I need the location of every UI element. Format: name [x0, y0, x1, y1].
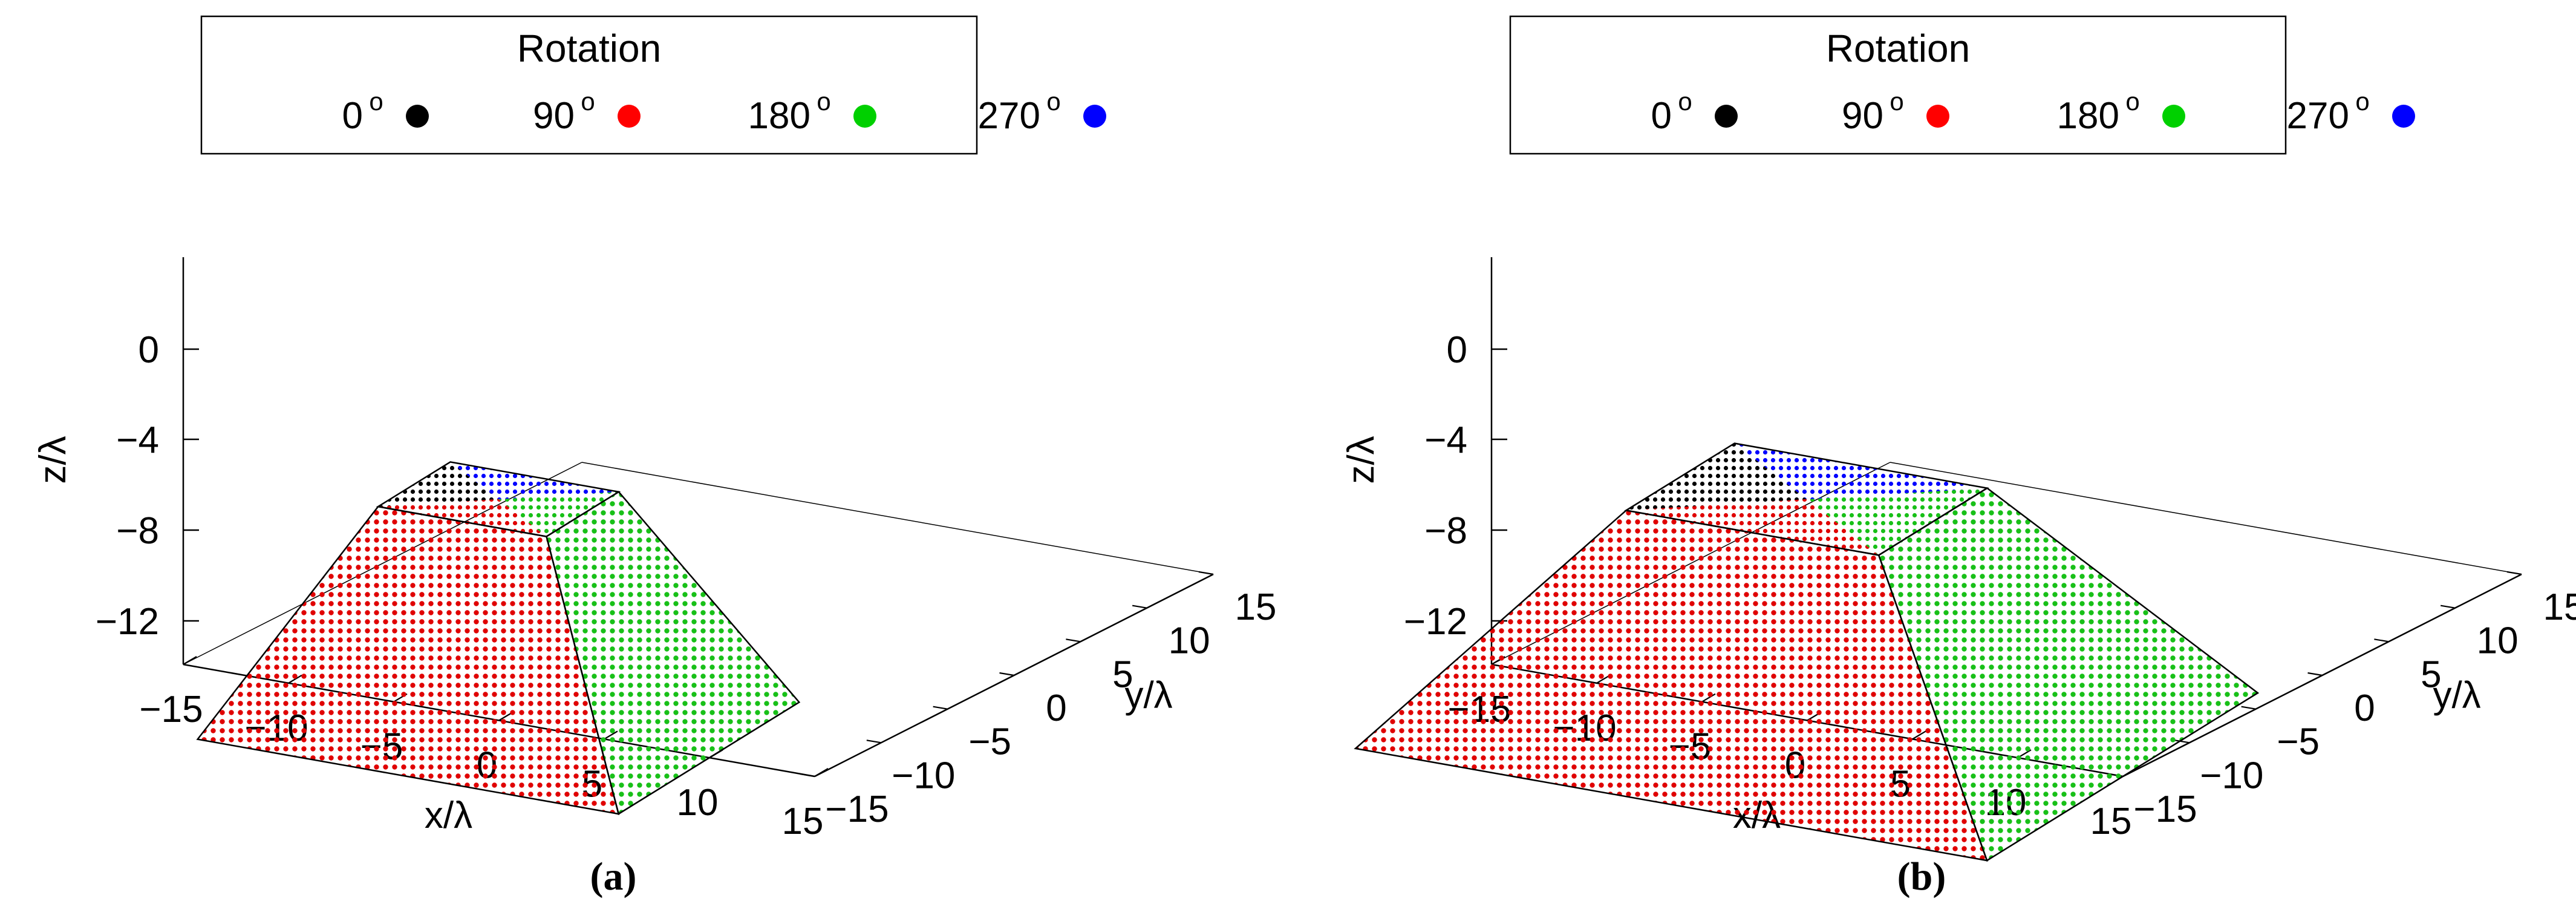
y-tick-label: 15	[2543, 586, 2576, 628]
y-tick	[800, 773, 815, 778]
panel-caption: (a)	[590, 854, 637, 899]
frustum	[1354, 442, 2260, 862]
legend-marker-0	[406, 105, 429, 128]
y-tick	[999, 672, 1014, 677]
x-axis-label: x/λ	[425, 795, 472, 836]
top-face-90deg	[378, 499, 547, 537]
top-face-outline	[376, 461, 621, 537]
z-axis-label: z/λ	[1340, 436, 1382, 484]
legend-label-sup: o	[817, 87, 830, 116]
panel-b: Rotation0o90o180o270o0−4−8−12z/λ−15−10−5…	[1340, 15, 2576, 899]
top-face-270deg	[450, 462, 619, 499]
legend-marker-270	[1083, 105, 1106, 128]
legend-label-sup: o	[1890, 87, 1903, 116]
z-tick-label: −4	[1424, 419, 1467, 461]
panel-a: Rotation0o90o180o270o0−4−8−12z/λ−15−10−5…	[32, 15, 1277, 899]
legend-marker-180	[2162, 105, 2185, 128]
legend-label-180: 180	[2057, 95, 2119, 137]
z-tick-label: 0	[139, 329, 159, 371]
legend-label-sup: o	[2355, 87, 2369, 116]
frustum	[196, 461, 801, 815]
y-tick-label: −10	[2200, 755, 2263, 796]
z-axis-label: z/λ	[32, 436, 74, 484]
y-tick-label: 5	[1112, 654, 1133, 695]
top-face-90deg	[1626, 499, 1879, 556]
legend-label-sup: o	[1678, 87, 1692, 116]
y-tick	[1132, 605, 1147, 609]
y-tick	[1198, 571, 1214, 575]
y-tick-label: −15	[825, 788, 889, 830]
y-tick	[2440, 605, 2456, 609]
y-tick	[1066, 638, 1081, 643]
legend-marker-0	[1715, 105, 1738, 128]
legend-label-sup: o	[1046, 87, 1060, 116]
legend-box	[1509, 15, 2287, 155]
z-tick-label: −12	[1404, 601, 1467, 643]
y-tick	[2374, 638, 2389, 643]
top-face-270deg	[1734, 443, 1987, 499]
legend-label-90: 90	[1842, 95, 1883, 137]
y-tick-label: 0	[1046, 687, 1066, 729]
y-tick	[933, 706, 948, 710]
y-tick-label: 15	[1235, 586, 1277, 628]
y-tick-label: 10	[2477, 620, 2519, 662]
y-tick-label: −10	[892, 755, 955, 796]
legend-label-sup: o	[369, 87, 383, 116]
z-tick-label: −4	[116, 419, 159, 461]
legend-title: Rotation	[517, 27, 661, 70]
legend-title: Rotation	[1826, 27, 1970, 70]
z-tick-label: 0	[1447, 329, 1467, 371]
back-floor-line	[1890, 462, 2522, 575]
y-tick	[2241, 706, 2256, 710]
legend-label-270: 270	[2287, 95, 2349, 137]
x-tick-label: 15	[782, 801, 824, 842]
y-tick-label: −15	[2133, 788, 2197, 830]
z-tick-label: −8	[116, 510, 159, 552]
legend-label-0: 0	[1651, 95, 1672, 137]
y-tick-label: 10	[1169, 620, 1210, 662]
y-tick	[2307, 672, 2323, 677]
legend-label-90: 90	[533, 95, 575, 137]
legend-marker-90	[618, 105, 641, 128]
z-tick-label: −8	[1424, 510, 1467, 552]
top-face-outline	[1624, 442, 1989, 556]
top-face-0deg	[378, 462, 498, 507]
y-axis-label: y/λ	[1124, 674, 1172, 716]
x-tick-label: −15	[139, 689, 203, 730]
legend-label-sup: o	[581, 87, 595, 116]
y-tick-label: −5	[2277, 721, 2320, 763]
legend-marker-90	[1926, 105, 1949, 128]
y-tick	[2506, 571, 2522, 575]
legend-box	[200, 15, 978, 155]
x-tick	[814, 768, 829, 777]
y-tick	[866, 739, 882, 744]
y-tick-label: 0	[2354, 687, 2375, 729]
top-face-0deg	[1626, 443, 1807, 511]
legend-label-180: 180	[748, 95, 810, 137]
top-face-180deg	[1807, 488, 1987, 556]
back-floor-line	[581, 462, 1214, 575]
y-tick-label: 5	[2421, 654, 2441, 695]
x-tick-label: 10	[677, 782, 719, 824]
legend-marker-180	[853, 105, 876, 128]
z-tick-label: −12	[96, 601, 159, 643]
y-tick-label: −5	[968, 721, 1011, 763]
legend-label-sup: o	[2125, 87, 2139, 116]
panel-caption: (b)	[1897, 854, 1946, 899]
legend-marker-270	[2392, 105, 2415, 128]
legend-label-270: 270	[978, 95, 1040, 137]
top-face-180deg	[498, 491, 619, 537]
y-axis-label: y/λ	[2433, 674, 2480, 716]
x-tick	[183, 656, 197, 665]
x-tick-label: 15	[2090, 801, 2132, 842]
legend-label-0: 0	[342, 95, 363, 137]
